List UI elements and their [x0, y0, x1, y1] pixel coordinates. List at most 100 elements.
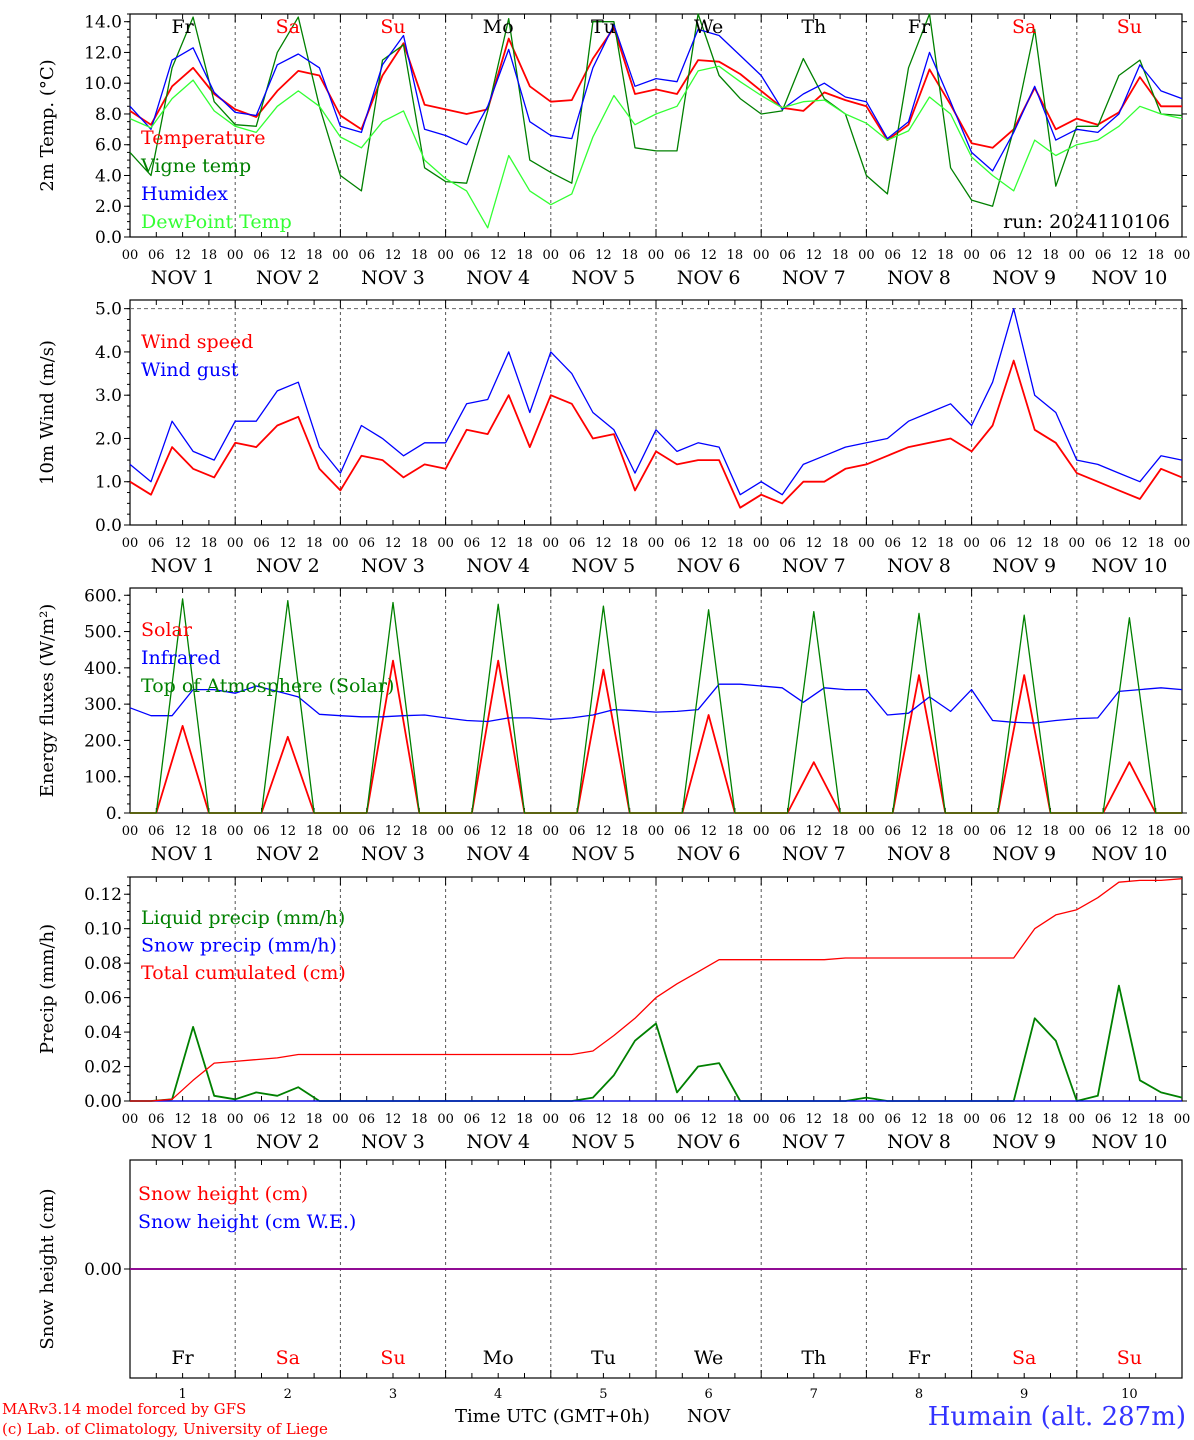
- hour-label: 06: [464, 248, 481, 263]
- y-tick-label: 12.0: [84, 43, 122, 63]
- plot-frame: [129, 13, 1183, 238]
- hour-label: 00: [648, 1112, 665, 1127]
- hour-label: 00: [963, 536, 980, 551]
- hour-label: 06: [358, 824, 375, 839]
- hour-label: 06: [884, 536, 901, 551]
- hour-label: 06: [148, 248, 165, 263]
- hour-label: 18: [306, 248, 323, 263]
- model-credit: MARv3.14 model forced by GFS: [2, 1400, 247, 1418]
- date-label: NOV 10: [1091, 843, 1167, 865]
- plot-frame: [129, 587, 1183, 814]
- y-tick-label: 300.: [84, 695, 122, 715]
- hour-label: 12: [174, 248, 191, 263]
- y-tick-label: 0.00: [84, 1260, 122, 1280]
- lab-credit: (c) Lab. of Climatology, University of L…: [2, 1420, 328, 1438]
- hour-label: 18: [937, 824, 954, 839]
- hour-label: 18: [306, 1112, 323, 1127]
- hour-label: 18: [621, 824, 638, 839]
- y-tick-label: 600.: [84, 586, 122, 606]
- hour-label: 06: [464, 1112, 481, 1127]
- day-number: 9: [1020, 1387, 1028, 1402]
- hour-label: 12: [911, 1112, 928, 1127]
- hour-label: 18: [621, 1112, 638, 1127]
- hour-label: 12: [700, 248, 717, 263]
- hour-label: 18: [411, 1112, 428, 1127]
- day-number: 6: [704, 1387, 712, 1402]
- day-number: 10: [1121, 1387, 1138, 1402]
- date-label: NOV 9: [992, 267, 1056, 289]
- legend-entry: Top of Atmosphere (Solar): [141, 675, 394, 697]
- date-label: NOV 1: [151, 1131, 215, 1153]
- day-number: 8: [915, 1387, 923, 1402]
- hour-label: 18: [1042, 248, 1059, 263]
- hour-label: 18: [306, 824, 323, 839]
- date-label: NOV 7: [782, 1131, 846, 1153]
- legend-entry: Snow precip (mm/h): [141, 935, 337, 957]
- hour-label: 12: [1016, 248, 1033, 263]
- hour-label: 06: [674, 1112, 691, 1127]
- hour-label: 06: [148, 824, 165, 839]
- weekday-label: Mo: [483, 16, 514, 38]
- hour-label: 12: [280, 248, 297, 263]
- weekday-label: Fr: [908, 1347, 931, 1369]
- month-label: NOV: [687, 1406, 731, 1427]
- hour-label: 12: [806, 1112, 823, 1127]
- date-label: NOV 3: [361, 555, 425, 577]
- hour-label: 12: [1121, 824, 1138, 839]
- hour-label: 06: [569, 536, 586, 551]
- day-number: 4: [494, 1387, 502, 1402]
- hour-label: 12: [385, 1112, 402, 1127]
- hour-label: 06: [253, 824, 270, 839]
- hour-label: 18: [1042, 824, 1059, 839]
- hour-label: 06: [148, 1112, 165, 1127]
- hour-label: 00: [122, 1112, 139, 1127]
- date-label: NOV 8: [887, 1131, 951, 1153]
- hour-label: 18: [411, 248, 428, 263]
- day-number: 3: [389, 1387, 397, 1402]
- hour-label: 06: [990, 824, 1007, 839]
- hour-label: 00: [122, 248, 139, 263]
- hour-label: 12: [911, 248, 928, 263]
- date-label: NOV 4: [466, 267, 530, 289]
- hour-label: 18: [516, 536, 533, 551]
- hour-label: 00: [753, 1112, 770, 1127]
- legend-entry: Snow height (cm W.E.): [138, 1211, 356, 1233]
- hour-label: 18: [201, 1112, 218, 1127]
- hour-label: 06: [990, 1112, 1007, 1127]
- y-axis-label: 10m Wind (m/s): [37, 340, 58, 485]
- y-tick-label: 2.0: [95, 429, 122, 449]
- date-label: NOV 3: [361, 843, 425, 865]
- y-tick-label: 1.0: [95, 473, 122, 493]
- date-label: NOV 7: [782, 555, 846, 577]
- hour-label: 18: [1147, 824, 1164, 839]
- chart-panel-2: [124, 299, 1187, 526]
- weekday-label: Fr: [908, 16, 931, 38]
- hour-label: 06: [674, 824, 691, 839]
- hour-label: 18: [516, 824, 533, 839]
- y-tick-label: 4.0: [95, 166, 122, 186]
- date-label: NOV 4: [466, 1131, 530, 1153]
- day-number: 7: [810, 1387, 818, 1402]
- weekday-label: We: [694, 1347, 723, 1369]
- date-label: NOV 10: [1091, 1131, 1167, 1153]
- legend-entry: Temperature: [141, 127, 265, 149]
- hour-label: 12: [1121, 248, 1138, 263]
- date-label: NOV 6: [677, 843, 741, 865]
- hour-label: 00: [963, 824, 980, 839]
- y-tick-label: 0.0: [95, 228, 122, 248]
- hour-label: 12: [806, 536, 823, 551]
- hour-label: 18: [516, 248, 533, 263]
- hour-label: 18: [727, 248, 744, 263]
- chart-panel-4: [124, 876, 1187, 1102]
- date-label: NOV 4: [466, 555, 530, 577]
- hour-label: 00: [1069, 248, 1086, 263]
- date-label: NOV 10: [1091, 555, 1167, 577]
- chart-panel-5: [124, 1159, 1187, 1379]
- hour-label: 12: [385, 536, 402, 551]
- y-axis-label: Precip (mm/h): [37, 924, 58, 1054]
- hour-label: 06: [779, 248, 796, 263]
- hour-label: 00: [543, 536, 560, 551]
- run-annotation: run: 2024110106: [1003, 211, 1170, 233]
- y-tick-label: 10.0: [84, 74, 122, 94]
- hour-label: 06: [779, 824, 796, 839]
